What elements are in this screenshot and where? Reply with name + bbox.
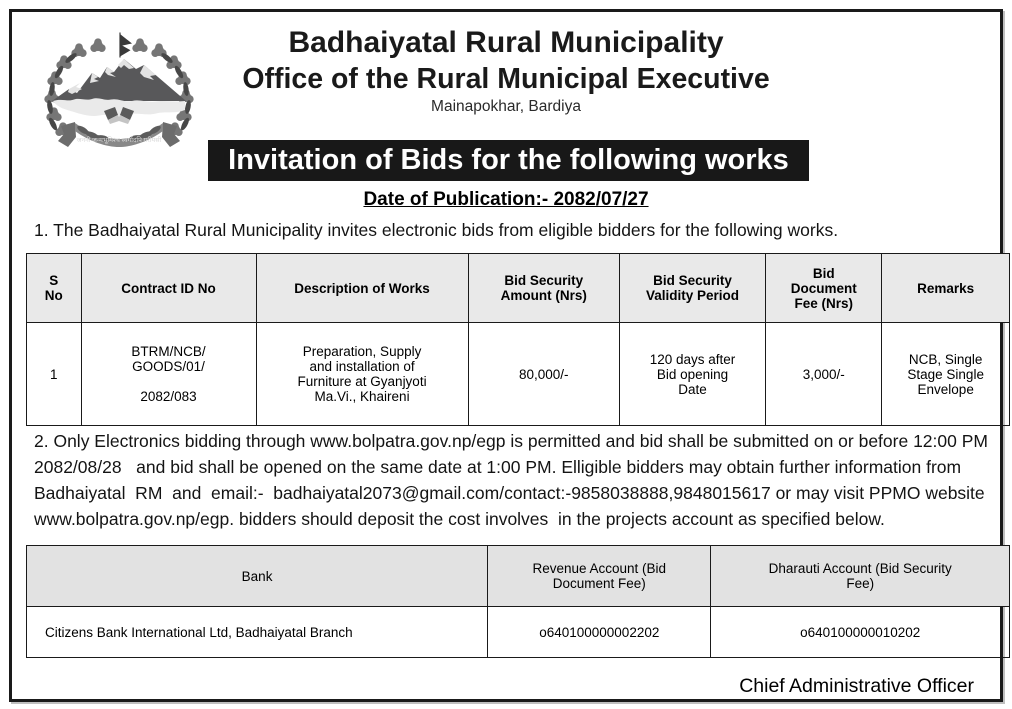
svg-text:जननी जन्मभूमिश्च स्वर्गादपि गर: जननी जन्मभूमिश्च स्वर्गादपि गरीयसी bbox=[77, 136, 162, 144]
